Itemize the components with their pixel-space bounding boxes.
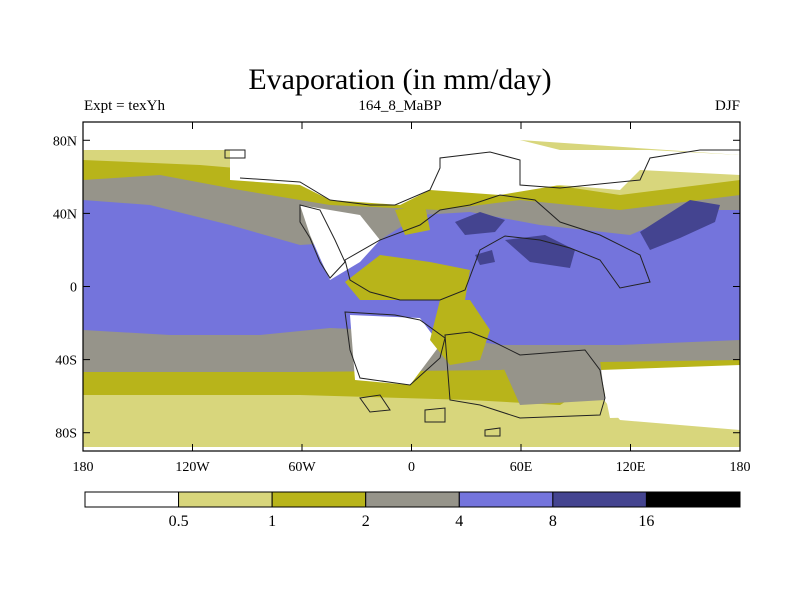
colorbar-bin	[84, 491, 180, 508]
colorbar-label: 16	[638, 513, 654, 530]
colorbar-label: 0.5	[169, 513, 189, 530]
colorbar-bin	[178, 491, 273, 508]
colorbar-bin	[365, 491, 460, 508]
colorbar-bin	[645, 491, 741, 508]
lat-tick-label: 80S	[55, 427, 77, 442]
lat-tick-label: 40S	[55, 354, 77, 369]
colorbar-label: 2	[362, 513, 370, 530]
lat-tick-label: 0	[70, 281, 77, 296]
colorbar-bin	[458, 491, 554, 508]
lat-tick-label: 80N	[53, 134, 77, 149]
lon-tick-label: 60E	[510, 460, 533, 475]
lon-tick-label: 180	[73, 460, 94, 475]
contour-fill-layer	[83, 122, 740, 451]
lon-tick-label: 180	[730, 460, 751, 475]
colorbar-label: 1	[268, 513, 276, 530]
latitude-axis: 80N 40N 0 40S 80S	[53, 134, 740, 442]
colorbar-label: 8	[549, 513, 557, 530]
lat-tick-label: 40N	[53, 207, 77, 222]
lon-tick-label: 0	[408, 460, 415, 475]
longitude-axis: 180 120W 60W 0 60E 120E 180	[73, 122, 751, 475]
colorbar-bin	[552, 491, 647, 508]
map-title: Evaporation (in mm/day)	[248, 63, 552, 96]
season-label: DJF	[714, 98, 740, 114]
period-label: 164_8_MaBP	[358, 98, 442, 114]
coastlines	[224, 149, 740, 437]
lon-tick-label: 120W	[175, 460, 210, 475]
colorbar-label: 4	[455, 513, 463, 530]
lon-tick-label: 60W	[288, 460, 316, 475]
colorbar: 0.5 1 2 4 8 16	[84, 491, 741, 530]
lon-tick-label: 120E	[616, 460, 646, 475]
colorbar-bin	[271, 491, 367, 508]
experiment-label: Expt = texYh	[84, 98, 165, 114]
